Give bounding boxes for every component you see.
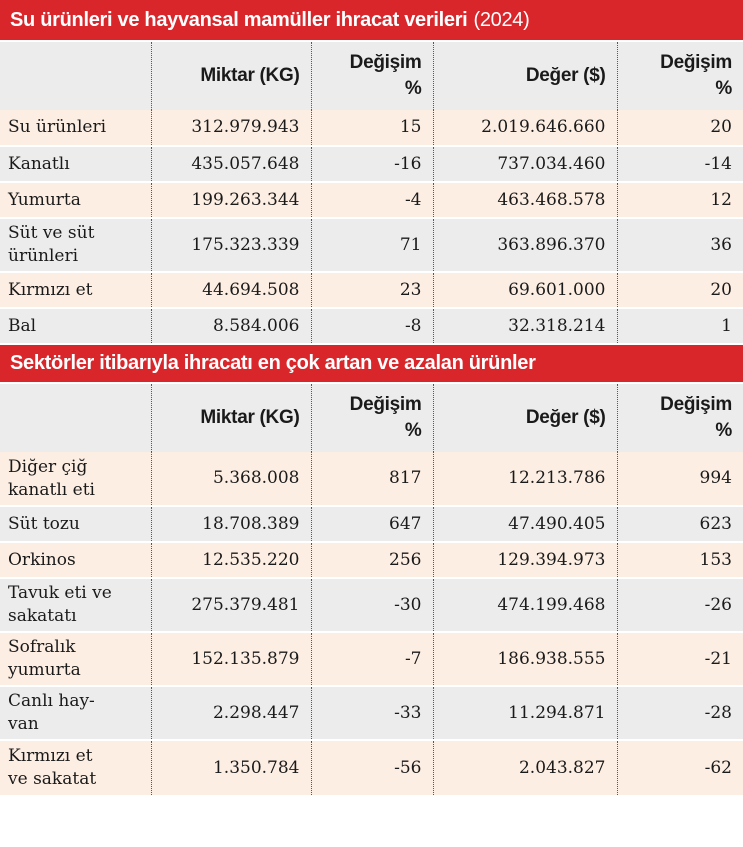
header-miktar-degisim: Değişim%: [311, 42, 434, 110]
deger-change-cell: 12: [617, 182, 743, 219]
table-row: Sofralık yumurta 152.135.879 -7 186.938.555-…: [0, 632, 743, 687]
row-label: Orkinos: [0, 542, 152, 579]
miktar-cell: 1.350.784: [151, 740, 312, 797]
row-label: Su ürünleri: [0, 110, 152, 147]
header-deger-degisim: Değişim%: [660, 52, 732, 99]
miktar-change-cell: -56: [311, 740, 434, 797]
deger-change-cell: -14: [617, 146, 743, 183]
miktar-cell: 435.057.648: [151, 146, 312, 183]
deger-cell: 2.019.646.660: [433, 110, 618, 147]
miktar-change-cell: 23: [311, 272, 434, 309]
divider: [0, 40, 743, 42]
miktar-change-cell: -7: [311, 632, 434, 687]
miktar-change-cell: -8: [311, 308, 434, 345]
deger-change-cell: -62: [617, 740, 743, 797]
deger-cell: 363.896.370: [433, 218, 618, 273]
miktar-change-cell: -33: [311, 686, 434, 741]
header-blank: [0, 42, 152, 110]
row-label: Yumurta: [0, 182, 152, 219]
table1-year: (2024): [473, 8, 530, 31]
miktar-cell: 275.379.481: [151, 578, 312, 633]
miktar-cell: 199.263.344: [151, 182, 312, 219]
deger-change-cell: -28: [617, 686, 743, 741]
deger-cell: 737.034.460: [433, 146, 618, 183]
table-row: Bal 8.584.006 -8 32.318.214 1: [0, 308, 743, 345]
miktar-cell: 175.323.339: [151, 218, 312, 273]
table-row: Süt tozu 18.708.389 647 47.490.405 623: [0, 506, 743, 543]
header-blank: [0, 384, 152, 452]
miktar-change-cell: -16: [311, 146, 434, 183]
miktar-change-cell: 71: [311, 218, 434, 273]
deger-cell: 69.601.000: [433, 272, 618, 309]
header-deger: Değer ($): [433, 384, 618, 452]
deger-cell: 474.199.468: [433, 578, 618, 633]
table1: Miktar (KG) Değişim% Değer ($) Değişim% …: [0, 42, 743, 345]
table-row: Kanatlı 435.057.648 -16 737.034.460 -14: [0, 146, 743, 183]
table-row: Kırmızı et 44.694.508 23 69.601.000 20: [0, 272, 743, 309]
deger-cell: 47.490.405: [433, 506, 618, 543]
deger-change-cell: 153: [617, 542, 743, 579]
header-miktar: Miktar (KG): [151, 384, 312, 452]
deger-cell: 32.318.214: [433, 308, 618, 345]
table-row: Diğer çiğ kanatlı eti 5.368.008 817 12.213.7…: [0, 452, 743, 507]
header-deger: Değer ($): [433, 42, 618, 110]
table-row: Orkinos 12.535.220 256 129.394.973 153: [0, 542, 743, 579]
table-row: Yumurta 199.263.344 -4 463.468.578 12: [0, 182, 743, 219]
miktar-cell: 5.368.008: [151, 452, 312, 507]
table1-title: Su ürünleri ve hayvansal mamüller ihraca…: [10, 8, 468, 31]
table1-title-banner: Su ürünleri ve hayvansal mamüller ihraca…: [0, 0, 743, 40]
table2-title: Sektörler itibarıyla ihracatı en çok art…: [10, 352, 536, 374]
deger-change-cell: 36: [617, 218, 743, 273]
deger-change-cell: -26: [617, 578, 743, 633]
deger-cell: 463.468.578: [433, 182, 618, 219]
row-label: Süt ve süt ürünleri: [0, 218, 152, 273]
miktar-cell: 12.535.220: [151, 542, 312, 579]
miktar-change-cell: -30: [311, 578, 434, 633]
table2: Miktar (KG) Değişim% Değer ($) Değişim% …: [0, 384, 743, 797]
deger-cell: 12.213.786: [433, 452, 618, 507]
miktar-change-cell: 817: [311, 452, 434, 507]
miktar-change-cell: 647: [311, 506, 434, 543]
header-miktar: Miktar (KG): [151, 42, 312, 110]
row-label: Kırmızı et ve sakatat: [0, 740, 152, 797]
deger-cell: 186.938.555: [433, 632, 618, 687]
table1-header-row: Miktar (KG) Değişim% Değer ($) Değişim%: [0, 42, 743, 110]
deger-change-cell: 994: [617, 452, 743, 507]
row-label: Bal: [0, 308, 152, 345]
miktar-cell: 8.584.006: [151, 308, 312, 345]
divider: [0, 382, 743, 384]
table-row: Süt ve süt ürünleri 175.323.339 71 363.896.3…: [0, 218, 743, 273]
miktar-change-cell: -4: [311, 182, 434, 219]
deger-change-cell: 623: [617, 506, 743, 543]
row-label: Süt tozu: [0, 506, 152, 543]
miktar-change-cell: 256: [311, 542, 434, 579]
row-label: Canlı hay-van: [0, 686, 152, 741]
miktar-cell: 18.708.389: [151, 506, 312, 543]
header-deger-degisim: Değişim%: [660, 394, 732, 441]
table-row: Kırmızı et ve sakatat 1.350.784 -56 2.043.82…: [0, 740, 743, 797]
row-label: Kırmızı et: [0, 272, 152, 309]
miktar-cell: 2.298.447: [151, 686, 312, 741]
miktar-cell: 312.979.943: [151, 110, 312, 147]
deger-cell: 2.043.827: [433, 740, 618, 797]
row-label: Sofralık yumurta: [0, 632, 152, 687]
deger-change-cell: -21: [617, 632, 743, 687]
row-label: Kanatlı: [0, 146, 152, 183]
deger-cell: 129.394.973: [433, 542, 618, 579]
table2-header-row: Miktar (KG) Değişim% Değer ($) Değişim%: [0, 384, 743, 452]
deger-change-cell: 20: [617, 272, 743, 309]
miktar-cell: 152.135.879: [151, 632, 312, 687]
table-row: Tavuk eti ve sakatatı 275.379.481 -30 474.19…: [0, 578, 743, 633]
deger-cell: 11.294.871: [433, 686, 618, 741]
deger-change-cell: 20: [617, 110, 743, 147]
row-label: Diğer çiğ kanatlı eti: [0, 452, 152, 507]
miktar-cell: 44.694.508: [151, 272, 312, 309]
table-row: Canlı hay-van 2.298.447 -33 11.294.871 -28: [0, 686, 743, 741]
deger-change-cell: 1: [617, 308, 743, 345]
miktar-change-cell: 15: [311, 110, 434, 147]
row-label: Tavuk eti ve sakatatı: [0, 578, 152, 633]
table-row: Su ürünleri 312.979.943 15 2.019.646.660 20: [0, 110, 743, 147]
table2-title-banner: Sektörler itibarıyla ihracatı en çok art…: [0, 345, 743, 382]
header-miktar-degisim: Değişim%: [311, 384, 434, 452]
